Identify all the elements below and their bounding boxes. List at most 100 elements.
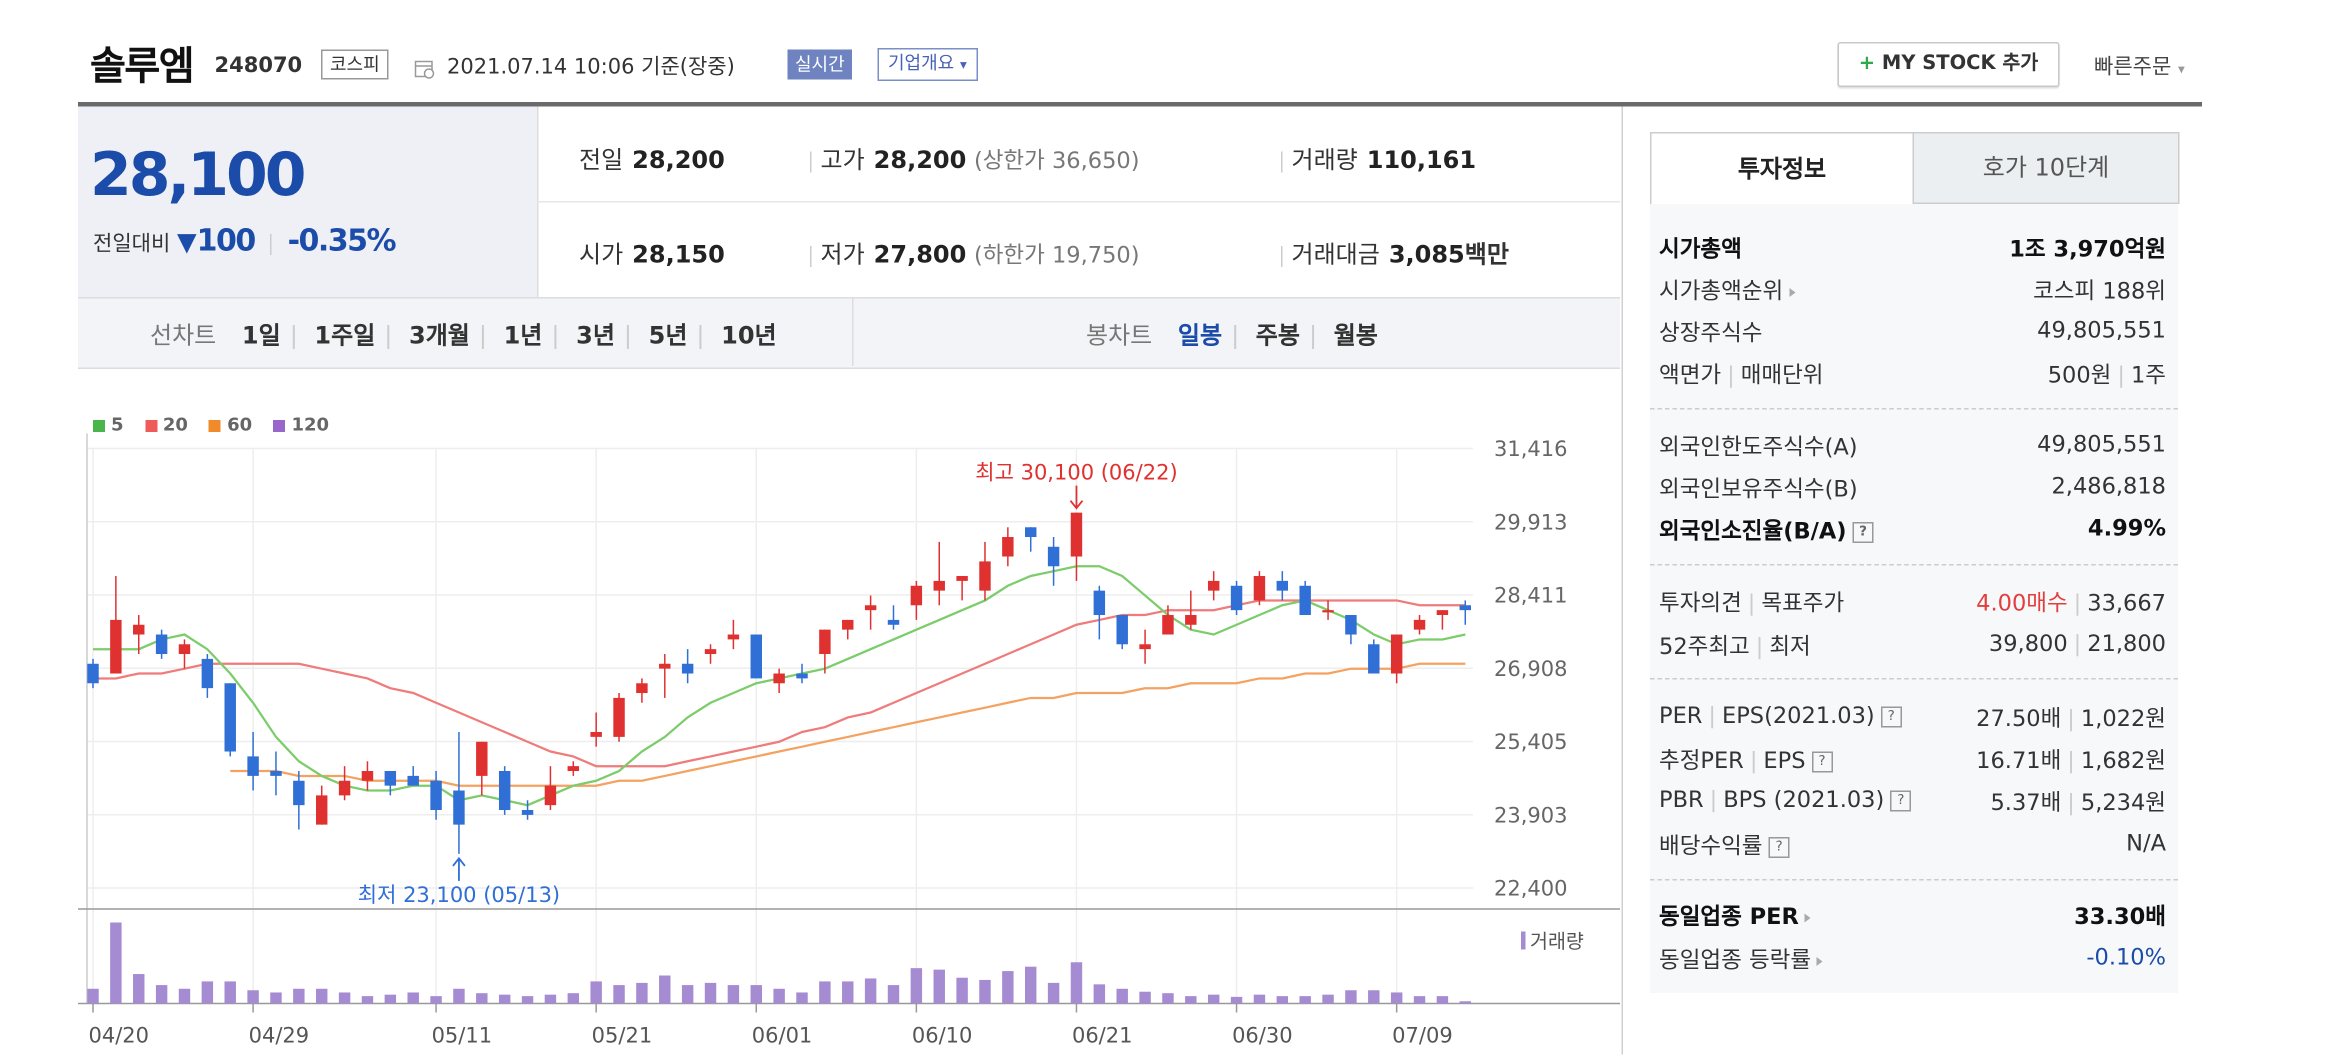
x-tick-label: 05/11 bbox=[432, 1024, 493, 1048]
legend-ma60[interactable]: 60 bbox=[209, 414, 252, 435]
volume-bar bbox=[956, 977, 968, 1004]
candle-body bbox=[1253, 576, 1266, 601]
volume-bar bbox=[110, 922, 122, 1004]
y-tick-label: 28,411 bbox=[1494, 584, 1567, 608]
volume-bar bbox=[567, 993, 580, 1004]
stat-high: 고가 28,200 (상한가 36,650) bbox=[810, 140, 1139, 176]
caret-down-icon: ▾ bbox=[2177, 63, 2185, 78]
arrow-right-icon bbox=[1789, 287, 1796, 297]
stat-amount: 거래대금 3,085백만 bbox=[1281, 234, 1509, 270]
info-row-foreign-limit: 외국인한도주식수(A) 49,805,551 bbox=[1659, 430, 2166, 461]
volume-bar bbox=[910, 968, 923, 1004]
stock-name: 솔루엠 bbox=[90, 45, 195, 90]
realtime-badge[interactable]: 실시간 bbox=[787, 49, 853, 80]
candle-body bbox=[1413, 619, 1426, 630]
volume-bar bbox=[224, 981, 236, 1004]
candle-body bbox=[1390, 634, 1403, 674]
volume-bar bbox=[361, 996, 374, 1004]
volume-bar bbox=[590, 981, 602, 1004]
company-info-dropdown[interactable]: 기업개요 ▾ bbox=[877, 48, 978, 81]
volume-bar bbox=[842, 981, 854, 1004]
help-icon[interactable]: ? bbox=[1890, 789, 1912, 811]
line-chart-periods: 선차트 1일 | 1주일 | 3개월 | 1년 | 3년 | 5년 | 10년 bbox=[150, 321, 777, 350]
period-1w[interactable]: 1주일 bbox=[314, 321, 376, 350]
candle-body bbox=[727, 634, 740, 640]
volume-label: 거래량 bbox=[1530, 930, 1584, 953]
candle-body bbox=[155, 634, 168, 655]
info-row-cap-rank[interactable]: 시가총액순위 코스피 188위 bbox=[1659, 277, 2166, 305]
candle-body bbox=[636, 683, 648, 694]
volume-bar bbox=[681, 985, 694, 1004]
period-5y[interactable]: 5년 bbox=[648, 321, 688, 350]
price-chart[interactable]: 31,416 29,913 28,411 26,908 25,405 23,903 22,4… bbox=[78, 428, 1620, 1055]
stat-prev: 전일 28,200 bbox=[579, 145, 725, 175]
candle-body bbox=[498, 771, 511, 811]
legend-ma120[interactable]: 120 bbox=[273, 414, 329, 435]
low-arrow-icon bbox=[452, 856, 466, 881]
period-10y[interactable]: 10년 bbox=[721, 321, 777, 350]
x-tick-label: 04/29 bbox=[249, 1024, 310, 1048]
help-icon[interactable]: ? bbox=[1880, 705, 1902, 727]
volume-bar bbox=[1047, 982, 1060, 1004]
line-chart-label: 선차트 bbox=[150, 321, 217, 350]
period-daily[interactable]: 일봉 bbox=[1177, 321, 1223, 350]
investment-info-panel bbox=[1650, 202, 2178, 993]
y-tick-label: 29,913 bbox=[1494, 510, 1567, 534]
candle-body bbox=[681, 663, 694, 674]
tab-investment-info[interactable]: 투자정보 bbox=[1650, 132, 1914, 204]
tab-order-book[interactable]: 호가 10단계 bbox=[1912, 132, 2180, 204]
period-weekly[interactable]: 주봉 bbox=[1255, 321, 1300, 350]
volume-bar bbox=[430, 996, 442, 1004]
volume-bar bbox=[796, 992, 808, 1004]
candle-body bbox=[1436, 610, 1449, 616]
volume-bar bbox=[1002, 971, 1014, 1004]
period-1y[interactable]: 1년 bbox=[503, 321, 543, 350]
volume-bar bbox=[613, 985, 625, 1004]
candle-body bbox=[178, 644, 191, 655]
candle-body bbox=[453, 790, 465, 825]
quick-order-dropdown[interactable]: 빠른주문 ▾ bbox=[2094, 55, 2185, 80]
info-row-est-per: 추정PER | EPS? 16.71배 | 1,682원 bbox=[1659, 747, 2166, 774]
volume-bar bbox=[1276, 996, 1289, 1004]
section-divider bbox=[1650, 879, 2178, 881]
volume-bar bbox=[1139, 991, 1151, 1004]
period-monthly[interactable]: 월봉 bbox=[1333, 321, 1378, 350]
period-1d[interactable]: 1일 bbox=[241, 321, 281, 350]
legend-ma20[interactable]: 20 bbox=[144, 414, 188, 435]
candle-body bbox=[110, 619, 122, 674]
volume-bar bbox=[498, 994, 511, 1004]
volume-bar bbox=[887, 985, 900, 1004]
candle-body bbox=[87, 663, 99, 684]
panel-divider bbox=[1621, 106, 1623, 1055]
volume-bar bbox=[338, 992, 351, 1004]
info-row-industry-change[interactable]: 동일업종 등락률 -0.10% bbox=[1659, 943, 2166, 974]
period-3y[interactable]: 3년 bbox=[576, 321, 615, 350]
legend-ma5[interactable]: 5 bbox=[93, 414, 124, 435]
candle-body bbox=[1185, 615, 1197, 625]
candle-body bbox=[1047, 546, 1060, 567]
candle-body bbox=[796, 673, 808, 679]
x-tick-label: 07/09 bbox=[1392, 1024, 1453, 1048]
candle-body bbox=[1116, 615, 1128, 645]
candle-body bbox=[1070, 512, 1083, 557]
candle-body bbox=[842, 619, 854, 630]
help-icon[interactable]: ? bbox=[1852, 521, 1874, 543]
y-tick-label: 26,908 bbox=[1494, 657, 1567, 681]
help-icon[interactable]: ? bbox=[1811, 750, 1833, 772]
info-row-industry-per[interactable]: 동일업종 PER 33.30배 bbox=[1659, 903, 2166, 930]
candle-body bbox=[590, 732, 602, 737]
volume-bar bbox=[155, 985, 168, 1004]
arrow-right-icon bbox=[1817, 956, 1824, 966]
y-tick-label: 25,405 bbox=[1494, 730, 1567, 754]
candle-body bbox=[956, 576, 968, 581]
candle-body bbox=[430, 780, 442, 811]
volume-legend-swatch bbox=[1521, 931, 1526, 950]
period-3m[interactable]: 3개월 bbox=[409, 321, 470, 350]
help-icon[interactable]: ? bbox=[1768, 836, 1790, 858]
stock-code: 248070 bbox=[214, 54, 303, 78]
volume-bar bbox=[521, 996, 534, 1004]
volume-bar bbox=[453, 988, 465, 1004]
add-mystock-button[interactable]: + MY STOCK 추가 bbox=[1837, 42, 2060, 87]
plus-icon: + bbox=[1858, 52, 1876, 76]
high-arrow-icon bbox=[1069, 485, 1084, 510]
